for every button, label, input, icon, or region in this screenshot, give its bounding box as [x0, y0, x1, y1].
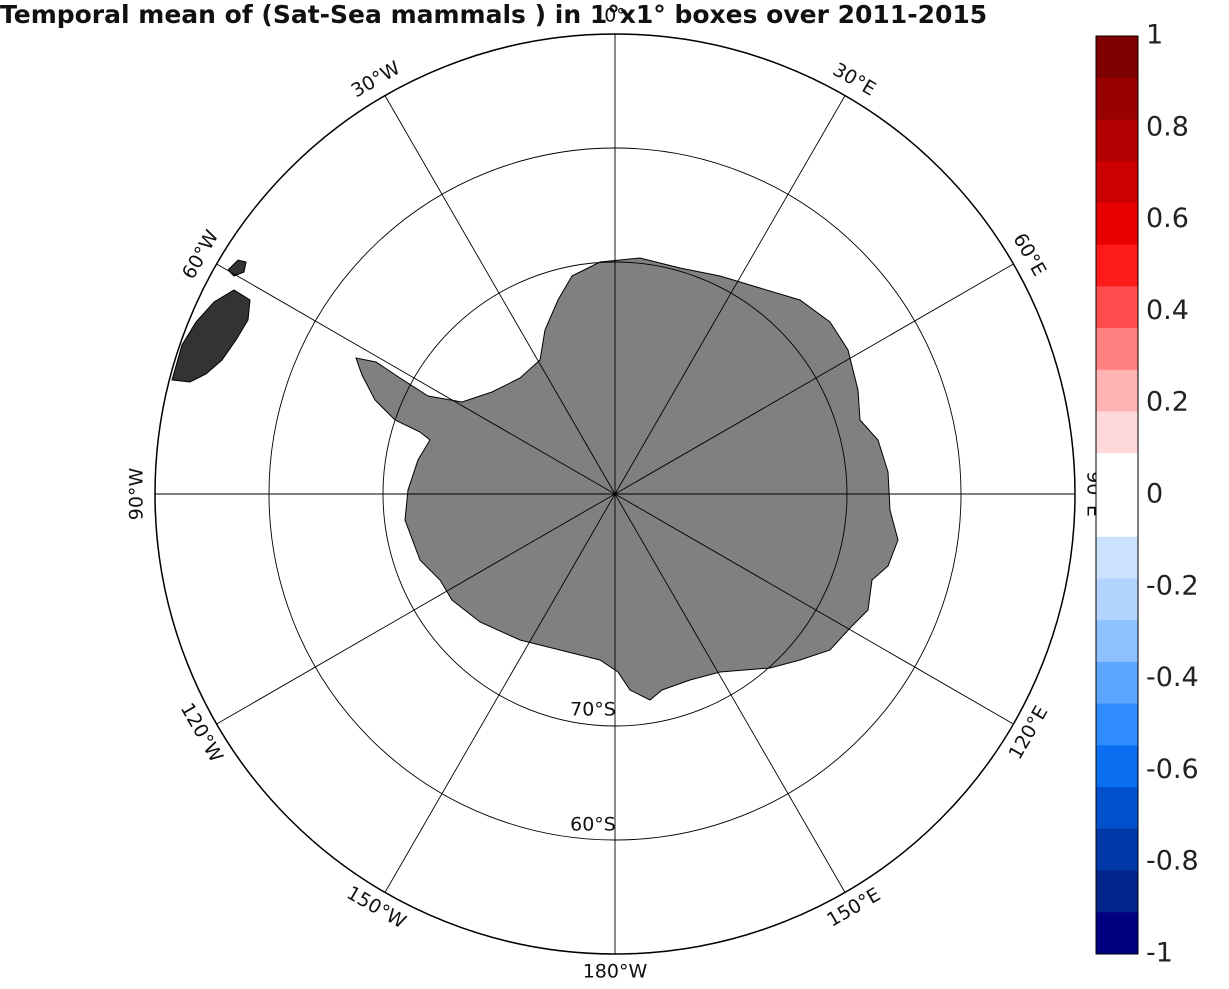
colorbar-block: [1096, 369, 1138, 413]
colorbar-tick-label: 0.4: [1146, 295, 1189, 326]
meridian-label: 0°: [604, 5, 626, 27]
parallel-label: 70°S: [570, 699, 616, 721]
colorbar-frame: [1095, 35, 1139, 955]
falklands-island: [227, 259, 247, 277]
colorbar-block: [1096, 870, 1138, 913]
colorbar-block: [1096, 828, 1138, 872]
meridians: [155, 34, 1075, 954]
meridian-label: 180°W: [583, 961, 648, 983]
colorbar-block: [1096, 244, 1138, 287]
colorbar-block: [1096, 495, 1138, 538]
south-america-tip: [171, 289, 251, 383]
parallel-label: 60°S: [570, 814, 616, 836]
colorbar-block: [1096, 286, 1138, 329]
meridian-line: [614, 263, 1014, 495]
map-frame: [154, 33, 1076, 955]
colorbar-block: [1096, 912, 1138, 955]
meridian-line: [614, 95, 846, 495]
colorbar-block: [1096, 161, 1138, 204]
colorbar-block: [1096, 411, 1138, 454]
map-title: Temporal mean of (Sat-Sea mammals ) in 1…: [0, 0, 988, 29]
meridian-line: [216, 263, 616, 495]
colorbar-block: [1096, 77, 1138, 120]
colorbar-tick-label: 0.8: [1146, 111, 1189, 142]
meridian-line: [384, 493, 616, 893]
meridian-line: [384, 95, 616, 495]
colorbar-block: [1096, 620, 1138, 663]
colorbar-block: [1096, 202, 1138, 246]
colorbar-block: [1096, 703, 1138, 746]
meridian-label: 90°W: [126, 468, 148, 521]
colorbar-block: [1096, 328, 1138, 371]
colorbar-block: [1096, 578, 1138, 621]
colorbar-block: [1096, 536, 1138, 579]
land-masses: [171, 257, 899, 701]
colorbar-tick-label: 0.6: [1146, 203, 1189, 234]
parallel-labels: 70°S 60°S: [570, 699, 616, 836]
colorbar-block: [1096, 453, 1138, 496]
colorbar-tick-label: -1: [1146, 938, 1173, 969]
colorbar-tick-label: -0.4: [1146, 662, 1199, 693]
colorbar-block: [1096, 745, 1138, 788]
colorbar-tick-label: -0.8: [1146, 846, 1199, 877]
antarctica-landmass: [355, 257, 899, 701]
colorbar-tick-label: 1: [1146, 20, 1163, 51]
colorbar-blocks: [1096, 36, 1138, 955]
colorbar-ticks: 1 0.8 0.6 0.4 0.2 0 -0.2 -0.4 -0.6 -0.8 -1: [1146, 20, 1199, 969]
meridian-line: [614, 493, 1014, 725]
colorbar-tick-label: 0: [1146, 479, 1163, 510]
colorbar-block: [1096, 661, 1138, 705]
colorbar-block: [1096, 119, 1138, 162]
colorbar-tick-label: 0.2: [1146, 387, 1189, 418]
meridian-line: [614, 493, 846, 893]
colorbar-block: [1096, 787, 1138, 830]
colorbar-block: [1096, 36, 1138, 79]
colorbar-tick-label: -0.2: [1146, 570, 1199, 601]
colorbar-tick-label: -0.6: [1146, 754, 1199, 785]
meridian-line: [216, 493, 616, 725]
